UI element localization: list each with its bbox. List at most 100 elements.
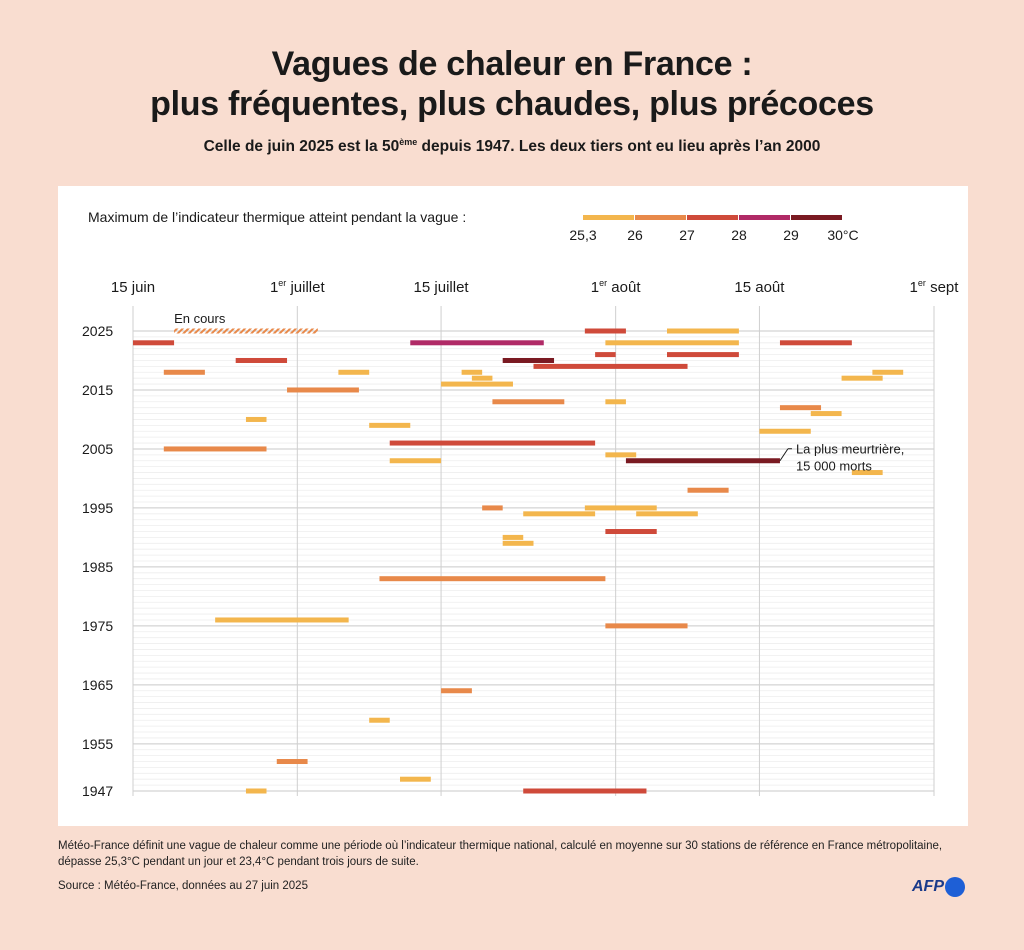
wave-bar — [133, 340, 175, 346]
wave-bar — [379, 576, 606, 582]
x-tick-label-text: 1 — [591, 279, 599, 296]
annotation-deadliest: La plus meurtrière, — [796, 442, 904, 457]
wave-bar — [410, 340, 544, 346]
wave-bar — [636, 511, 698, 517]
legend-swatch — [687, 215, 738, 220]
wave-bar — [595, 352, 616, 358]
wave-bar — [502, 357, 555, 363]
wave-bar — [851, 470, 883, 476]
y-tick-label: 2005 — [82, 441, 113, 457]
y-tick-label: 2015 — [82, 382, 113, 398]
legend-swatch — [739, 215, 790, 220]
wave-bar — [584, 505, 657, 511]
x-tick-label-text: 1 — [270, 279, 278, 296]
wave-bar — [605, 340, 739, 346]
afp-logo-text: AFP — [912, 878, 944, 895]
wave-bar — [605, 452, 637, 458]
legend-swatch — [583, 215, 634, 220]
wave-bar — [779, 340, 852, 346]
source-note: Source : Météo-France, données au 27 jui… — [58, 880, 308, 892]
wave-bar — [369, 717, 390, 723]
wave-bar — [502, 534, 524, 540]
footnote: Météo-France définit une vague de chaleu… — [58, 840, 943, 868]
y-tick-label: 2025 — [82, 323, 113, 339]
wave-bar — [287, 387, 359, 393]
x-tick-label: 1er juillet — [270, 278, 326, 296]
wave-bar — [245, 788, 267, 794]
y-tick-label: 1955 — [82, 736, 113, 752]
y-tick-label: 1995 — [82, 500, 113, 516]
wave-bar — [163, 369, 205, 375]
legend-swatch — [791, 215, 842, 220]
wave-bar — [759, 428, 811, 434]
legend-label: 26 — [627, 227, 643, 243]
wave-bar — [163, 446, 267, 452]
x-tick-label-text: 15 août — [734, 279, 785, 296]
legend-swatch — [635, 215, 686, 220]
annotation-deadliest-deaths: 15 000 morts — [796, 459, 872, 474]
wave-bar — [245, 416, 267, 422]
wave-bar — [369, 422, 411, 428]
y-tick-label: 1985 — [82, 559, 113, 575]
wave-bar — [533, 363, 688, 369]
chart-panel: Maximum de l’indicateur thermique attein… — [58, 186, 968, 826]
title-line-1: Vagues de chaleur en France : — [271, 45, 753, 83]
afp-logo: AFP — [912, 876, 965, 898]
wave-bar — [779, 405, 822, 411]
x-tick-label-text: 15 juin — [111, 279, 155, 296]
wave-bar — [492, 399, 565, 405]
x-tick-label-text: juillet — [286, 279, 325, 296]
x-tick-label-superscript: er — [918, 278, 926, 288]
annotation-leader-line — [779, 448, 789, 462]
wave-bar — [471, 375, 493, 381]
wave-bar — [441, 381, 513, 387]
x-tick-label-text: sept — [926, 279, 959, 296]
wave-bar — [461, 369, 483, 375]
legend-label: 29 — [783, 227, 799, 243]
x-tick-label: 15 juillet — [414, 279, 470, 296]
annotation-ongoing: En cours — [174, 311, 226, 326]
wave-bar — [389, 440, 596, 446]
x-tick-label: 1er sept — [910, 278, 960, 296]
x-tick-label-superscript: er — [599, 278, 607, 288]
wave-bar — [338, 369, 370, 375]
legend-title: Maximum de l’indicateur thermique attein… — [88, 209, 466, 225]
chart-title: Vagues de chaleur en France : plus fréqu… — [0, 44, 1024, 124]
x-tick-label-text: août — [607, 279, 641, 296]
wave-bar — [523, 788, 647, 794]
wave-bar — [389, 458, 442, 464]
y-tick-label: 1975 — [82, 618, 113, 634]
chart-subtitle: Celle de juin 2025 est la 50ème depuis 1… — [0, 137, 1024, 156]
heatwave-chart: Maximum de l’indicateur thermique attein… — [82, 209, 960, 799]
wave-bar — [810, 411, 842, 417]
wave-bar — [502, 540, 534, 546]
wave-bar — [625, 458, 780, 464]
y-tick-label: 1947 — [82, 783, 113, 799]
wave-bar — [605, 623, 688, 629]
wave-bar — [482, 505, 503, 511]
title-line-2: plus fréquentes, plus chaudes, plus préc… — [150, 85, 874, 123]
wave-bar — [605, 529, 657, 535]
legend-label: 25,3 — [569, 227, 596, 243]
legend-label: 27 — [679, 227, 695, 243]
x-tick-label-text: 1 — [910, 279, 918, 296]
wave-bar — [276, 759, 308, 765]
wave-bar — [605, 399, 626, 405]
wave-bar — [687, 487, 729, 493]
afp-logo-dot-icon — [945, 877, 965, 897]
wave-bar — [872, 369, 904, 375]
wave-bar — [667, 352, 739, 358]
x-tick-label: 15 août — [734, 279, 785, 296]
wave-bar — [400, 776, 431, 782]
wave-bar — [523, 511, 596, 517]
subtitle-superscript: ème — [399, 137, 418, 147]
wave-bar — [215, 617, 349, 623]
wave-bar — [841, 375, 883, 381]
legend-label: 28 — [731, 227, 747, 243]
subtitle-text-end: depuis 1947. Les deux tiers ont eu lieu … — [417, 138, 821, 156]
subtitle-text-start: Celle de juin 2025 est la 50 — [203, 138, 400, 156]
x-tick-label-superscript: er — [278, 278, 286, 288]
y-tick-label: 1965 — [82, 677, 113, 693]
wave-bar — [667, 328, 739, 334]
wave-bar-ongoing — [174, 328, 318, 334]
